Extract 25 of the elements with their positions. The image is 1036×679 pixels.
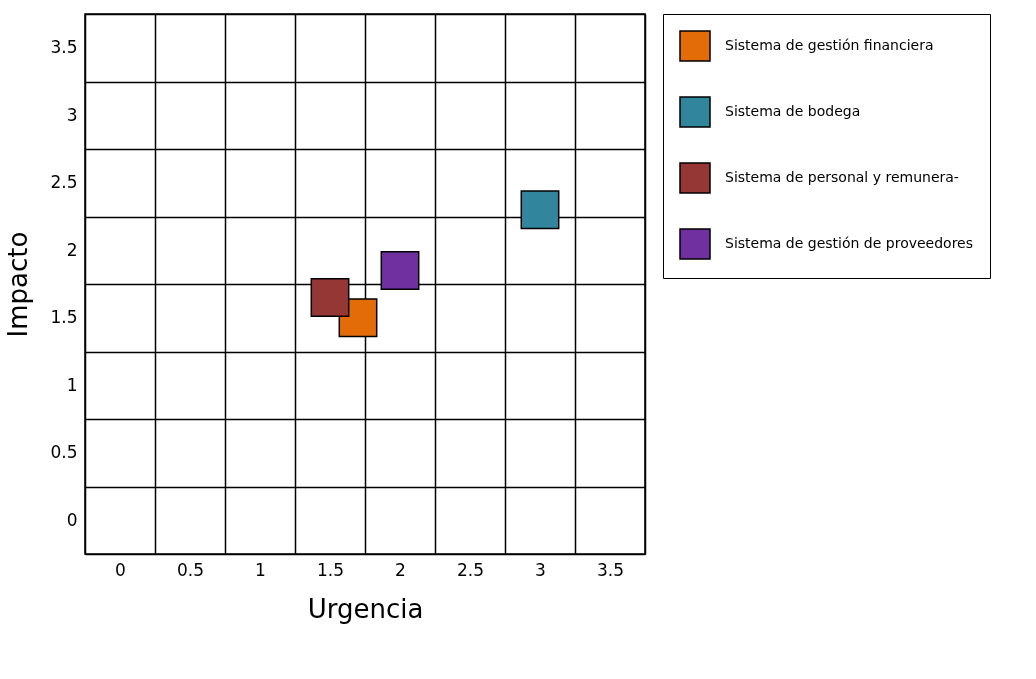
legend-label: Sistema de gestión financiera	[725, 37, 934, 53]
y-tick-label: 0.5	[50, 442, 78, 463]
x-tick-label: 3	[535, 559, 546, 580]
y-tick-label: 1	[66, 374, 78, 395]
y-tick-label: 1.5	[50, 307, 78, 328]
y-tick-label: 3.5	[50, 37, 78, 58]
x-tick-label: 0	[115, 559, 126, 580]
y-axis-title: Impacto	[3, 231, 34, 338]
y-tick-label: 2	[66, 239, 78, 260]
point	[520, 190, 560, 230]
x-tick-label: 0.5	[176, 559, 205, 580]
y-tick-label: 2.5	[50, 172, 78, 193]
point	[310, 278, 350, 317]
point	[380, 251, 420, 290]
x-tick-label: 3.5	[596, 559, 625, 580]
x-tick-label: 2	[395, 559, 406, 580]
y-tick-label: 3	[66, 104, 78, 125]
x-axis-title: Urgencia	[307, 593, 424, 624]
x-tick-label: 2.5	[456, 559, 485, 580]
legend-label: Sistema de bodega	[725, 103, 861, 119]
legend-label: Sistema de gestión de proveedores	[725, 235, 974, 251]
y-tick-label: 0	[66, 509, 78, 530]
x-tick-label: 1.5	[316, 559, 345, 580]
x-tick-label: 1	[255, 559, 266, 580]
legend-label: Sistema de personal y remunera-	[725, 169, 959, 185]
